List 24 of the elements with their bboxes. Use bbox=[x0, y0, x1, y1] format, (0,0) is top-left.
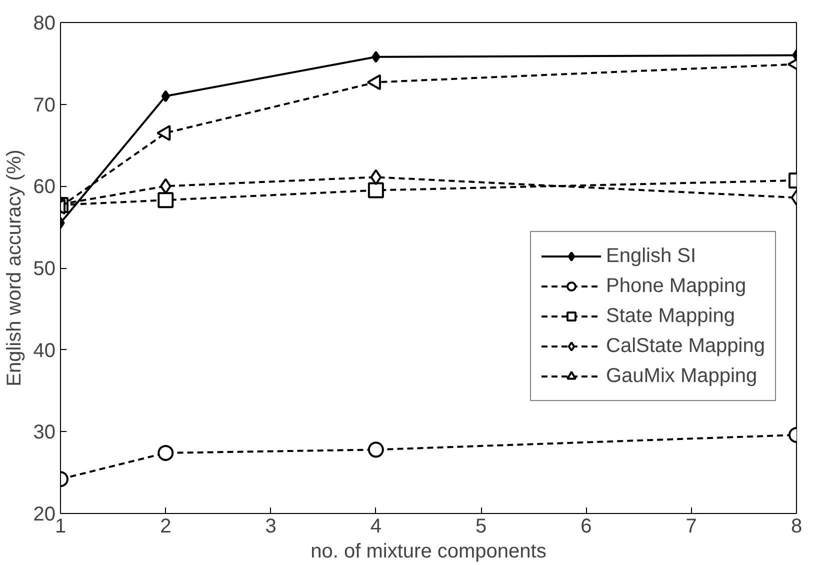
y-tick-label: 20 bbox=[33, 504, 56, 526]
legend-label: State Mapping bbox=[606, 304, 735, 328]
point bbox=[370, 169, 382, 186]
y-tick-label: 70 bbox=[33, 94, 56, 116]
y-tick-label: 80 bbox=[33, 12, 56, 34]
y-tick-label: 50 bbox=[33, 258, 56, 280]
x-tick-label: 8 bbox=[790, 516, 802, 538]
x-tick-label: 3 bbox=[265, 516, 276, 538]
y-tick-label: 40 bbox=[33, 340, 56, 362]
x-tick-label: 7 bbox=[686, 516, 697, 538]
legend-label: GauMix Mapping bbox=[606, 364, 758, 388]
legend-label: English SI bbox=[606, 244, 696, 268]
x-tick-label: 4 bbox=[370, 516, 382, 538]
y-tick-label: 30 bbox=[33, 422, 56, 444]
legend-label: CalState Mapping bbox=[606, 334, 765, 358]
point bbox=[160, 178, 172, 194]
x-tick-label: 1 bbox=[54, 516, 66, 538]
x-tick-label: 6 bbox=[580, 516, 592, 538]
x-axis-title: no. of mixture components bbox=[310, 540, 546, 562]
y-tick-label: 60 bbox=[33, 176, 56, 198]
x-tick-label: 5 bbox=[476, 516, 487, 538]
x-tick-label: 2 bbox=[160, 516, 172, 538]
legend-label: Phone Mapping bbox=[606, 274, 746, 298]
y-axis-title: English word accuracy (%) bbox=[3, 150, 26, 386]
